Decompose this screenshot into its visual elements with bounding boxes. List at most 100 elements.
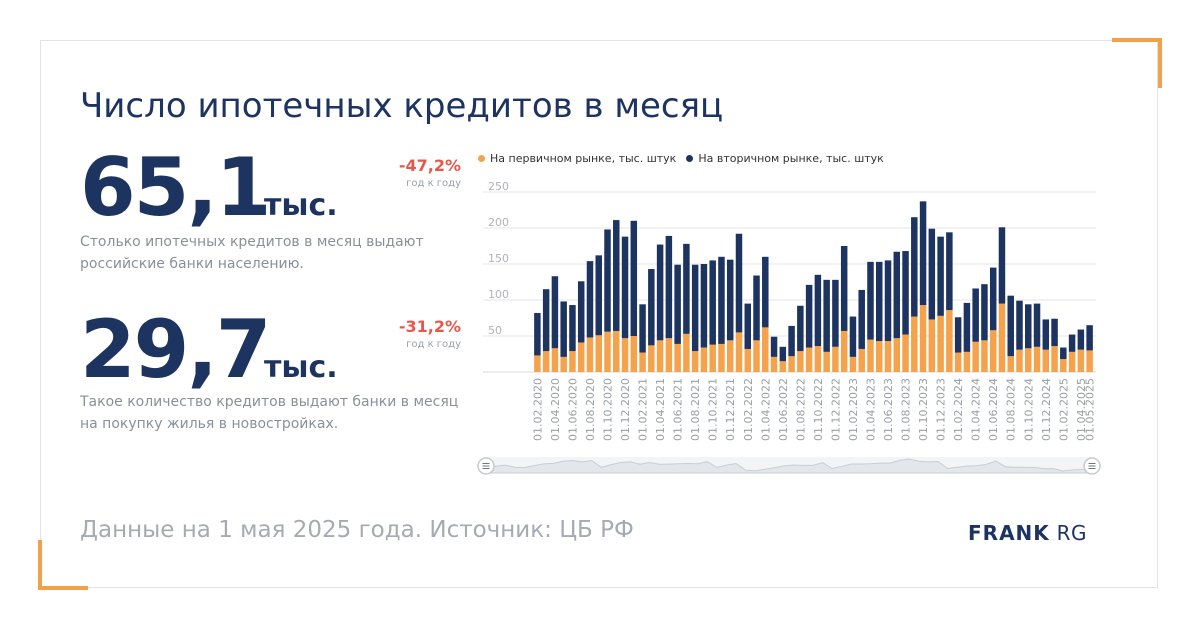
bar-secondary[interactable] [613,220,620,331]
bar-secondary[interactable] [665,235,673,339]
bar-primary[interactable] [656,340,664,372]
bar-secondary[interactable] [911,217,918,317]
bar-primary[interactable] [1051,346,1058,372]
bar-primary[interactable] [762,327,769,372]
bar-primary[interactable] [1016,349,1023,372]
bar-primary[interactable] [630,336,638,372]
bar-secondary[interactable] [735,233,743,333]
bar-primary[interactable] [1007,356,1014,372]
bar-secondary[interactable] [893,251,901,339]
bar-primary[interactable] [972,341,979,372]
bar-secondary[interactable] [648,269,655,346]
bar-primary[interactable] [1042,349,1050,372]
bar-primary[interactable] [1077,349,1085,372]
bar-primary[interactable] [648,345,655,372]
bar-secondary[interactable] [595,255,602,336]
bar-primary[interactable] [963,351,971,372]
bar-primary[interactable] [875,341,883,372]
bar-primary[interactable] [621,338,629,372]
bar-secondary[interactable] [753,275,760,341]
bar-secondary[interactable] [1025,304,1032,349]
bar-primary[interactable] [989,330,997,372]
bar-secondary[interactable] [674,264,681,344]
bar-secondary[interactable] [1068,334,1076,352]
bar-secondary[interactable] [858,289,865,349]
bar-primary[interactable] [569,351,576,372]
bar-secondary[interactable] [849,316,857,357]
bar-secondary[interactable] [700,264,708,348]
bar-primary[interactable] [674,343,681,372]
bar-secondary[interactable] [1007,295,1014,357]
bar-secondary[interactable] [630,220,638,336]
bar-primary[interactable] [928,319,936,372]
bar-secondary[interactable] [586,261,594,338]
bar-primary[interactable] [867,339,874,372]
bar-secondary[interactable] [840,246,848,331]
bar-secondary[interactable] [805,284,813,348]
bar-secondary[interactable] [1016,300,1023,350]
bar-primary[interactable] [893,338,901,372]
bar-secondary[interactable] [577,281,585,343]
navigator-handle-left[interactable] [477,457,495,475]
bar-secondary[interactable] [709,260,716,345]
bar-primary[interactable] [639,352,646,372]
bar-secondary[interactable] [604,229,611,332]
bar-secondary[interactable] [902,251,909,335]
bar-primary[interactable] [709,344,716,372]
bar-primary[interactable] [1025,348,1032,372]
bar-secondary[interactable] [1060,347,1067,360]
bar-primary[interactable] [595,335,602,372]
bar-secondary[interactable] [656,244,664,341]
bar-secondary[interactable] [762,256,769,328]
bar-secondary[interactable] [998,227,1006,304]
bar-primary[interactable] [542,351,550,372]
bar-secondary[interactable] [884,260,892,342]
bar-secondary[interactable] [875,261,883,342]
bar-secondary[interactable] [744,303,752,349]
bar-primary[interactable] [753,340,760,372]
bar-primary[interactable] [911,316,918,372]
bar-secondary[interactable] [639,304,646,353]
bar-primary[interactable] [797,351,804,372]
bar-secondary[interactable] [691,264,699,352]
bar-primary[interactable] [998,303,1006,372]
bar-primary[interactable] [823,351,830,372]
bar-primary[interactable] [691,351,699,372]
bar-primary[interactable] [884,341,892,372]
bar-primary[interactable] [981,340,988,372]
bar-primary[interactable] [1086,350,1093,372]
bar-secondary[interactable] [534,312,541,356]
bar-secondary[interactable] [1077,329,1085,350]
bar-primary[interactable] [613,330,620,372]
bar-secondary[interactable] [928,228,936,320]
bar-primary[interactable] [1033,346,1041,372]
bar-primary[interactable] [849,356,857,372]
bar-primary[interactable] [718,343,725,372]
bar-secondary[interactable] [937,236,944,316]
bar-primary[interactable] [832,346,839,372]
bar-secondary[interactable] [823,279,830,352]
legend-item-secondary[interactable]: На вторичном рынке, тыс. штук [686,152,884,165]
bar-primary[interactable] [560,356,567,372]
bar-primary[interactable] [770,356,778,372]
bar-primary[interactable] [946,310,953,372]
bar-primary[interactable] [577,342,585,372]
bar-primary[interactable] [551,348,559,372]
bar-primary[interactable] [937,315,944,372]
bar-secondary[interactable] [621,236,629,339]
bar-secondary[interactable] [972,288,979,342]
bar-primary[interactable] [534,355,541,372]
bar-secondary[interactable] [726,259,734,341]
navigator-handle-right[interactable] [1083,457,1101,475]
bar-secondary[interactable] [989,267,997,331]
legend-item-primary[interactable]: На первичном рынке, тыс. штук [478,152,676,165]
bar-secondary[interactable] [981,284,988,341]
bar-primary[interactable] [683,333,690,372]
bar-primary[interactable] [1060,359,1067,372]
bar-secondary[interactable] [797,305,804,352]
bar-secondary[interactable] [867,261,874,340]
bar-primary[interactable] [902,334,909,372]
bar-primary[interactable] [919,305,927,372]
bar-secondary[interactable] [788,325,795,357]
bar-secondary[interactable] [683,243,690,334]
